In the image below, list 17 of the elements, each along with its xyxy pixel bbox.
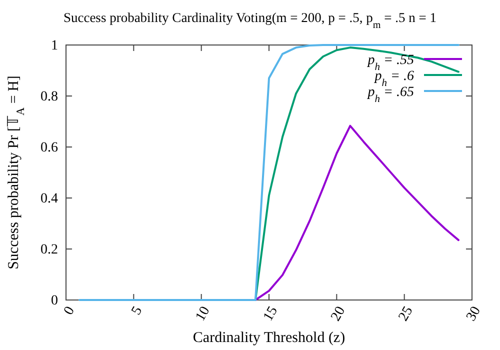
legend-label: p$_{h}$ = .65 — [366, 85, 414, 104]
x-tick-label: 5 — [129, 304, 146, 318]
x-tick-label: 30 — [464, 304, 484, 324]
y-tick-label: 0.2 — [40, 242, 58, 258]
chart-title: Success probability Cardinality Voting(m = 200, p = .5, p$_{m}$ = .5 n = 1 — [63, 10, 437, 30]
y-tick-label: 0.4 — [40, 191, 58, 206]
line-series — [78, 44, 460, 301]
x-tick-label: 20 — [328, 304, 349, 324]
y-tick-label: 0.6 — [40, 140, 58, 156]
y-tick-label: 0.8 — [40, 89, 58, 104]
x-tick-label: 25 — [396, 304, 416, 324]
y-tick-label: 0 — [51, 293, 58, 308]
x-tick-label: 0 — [61, 304, 78, 318]
x-tick-label: 15 — [260, 304, 281, 324]
x-tick-label: 10 — [193, 304, 214, 324]
x-axis-title: Cardinality Threshold (z) — [192, 330, 346, 346]
y-tick-label: 1 — [51, 38, 58, 54]
